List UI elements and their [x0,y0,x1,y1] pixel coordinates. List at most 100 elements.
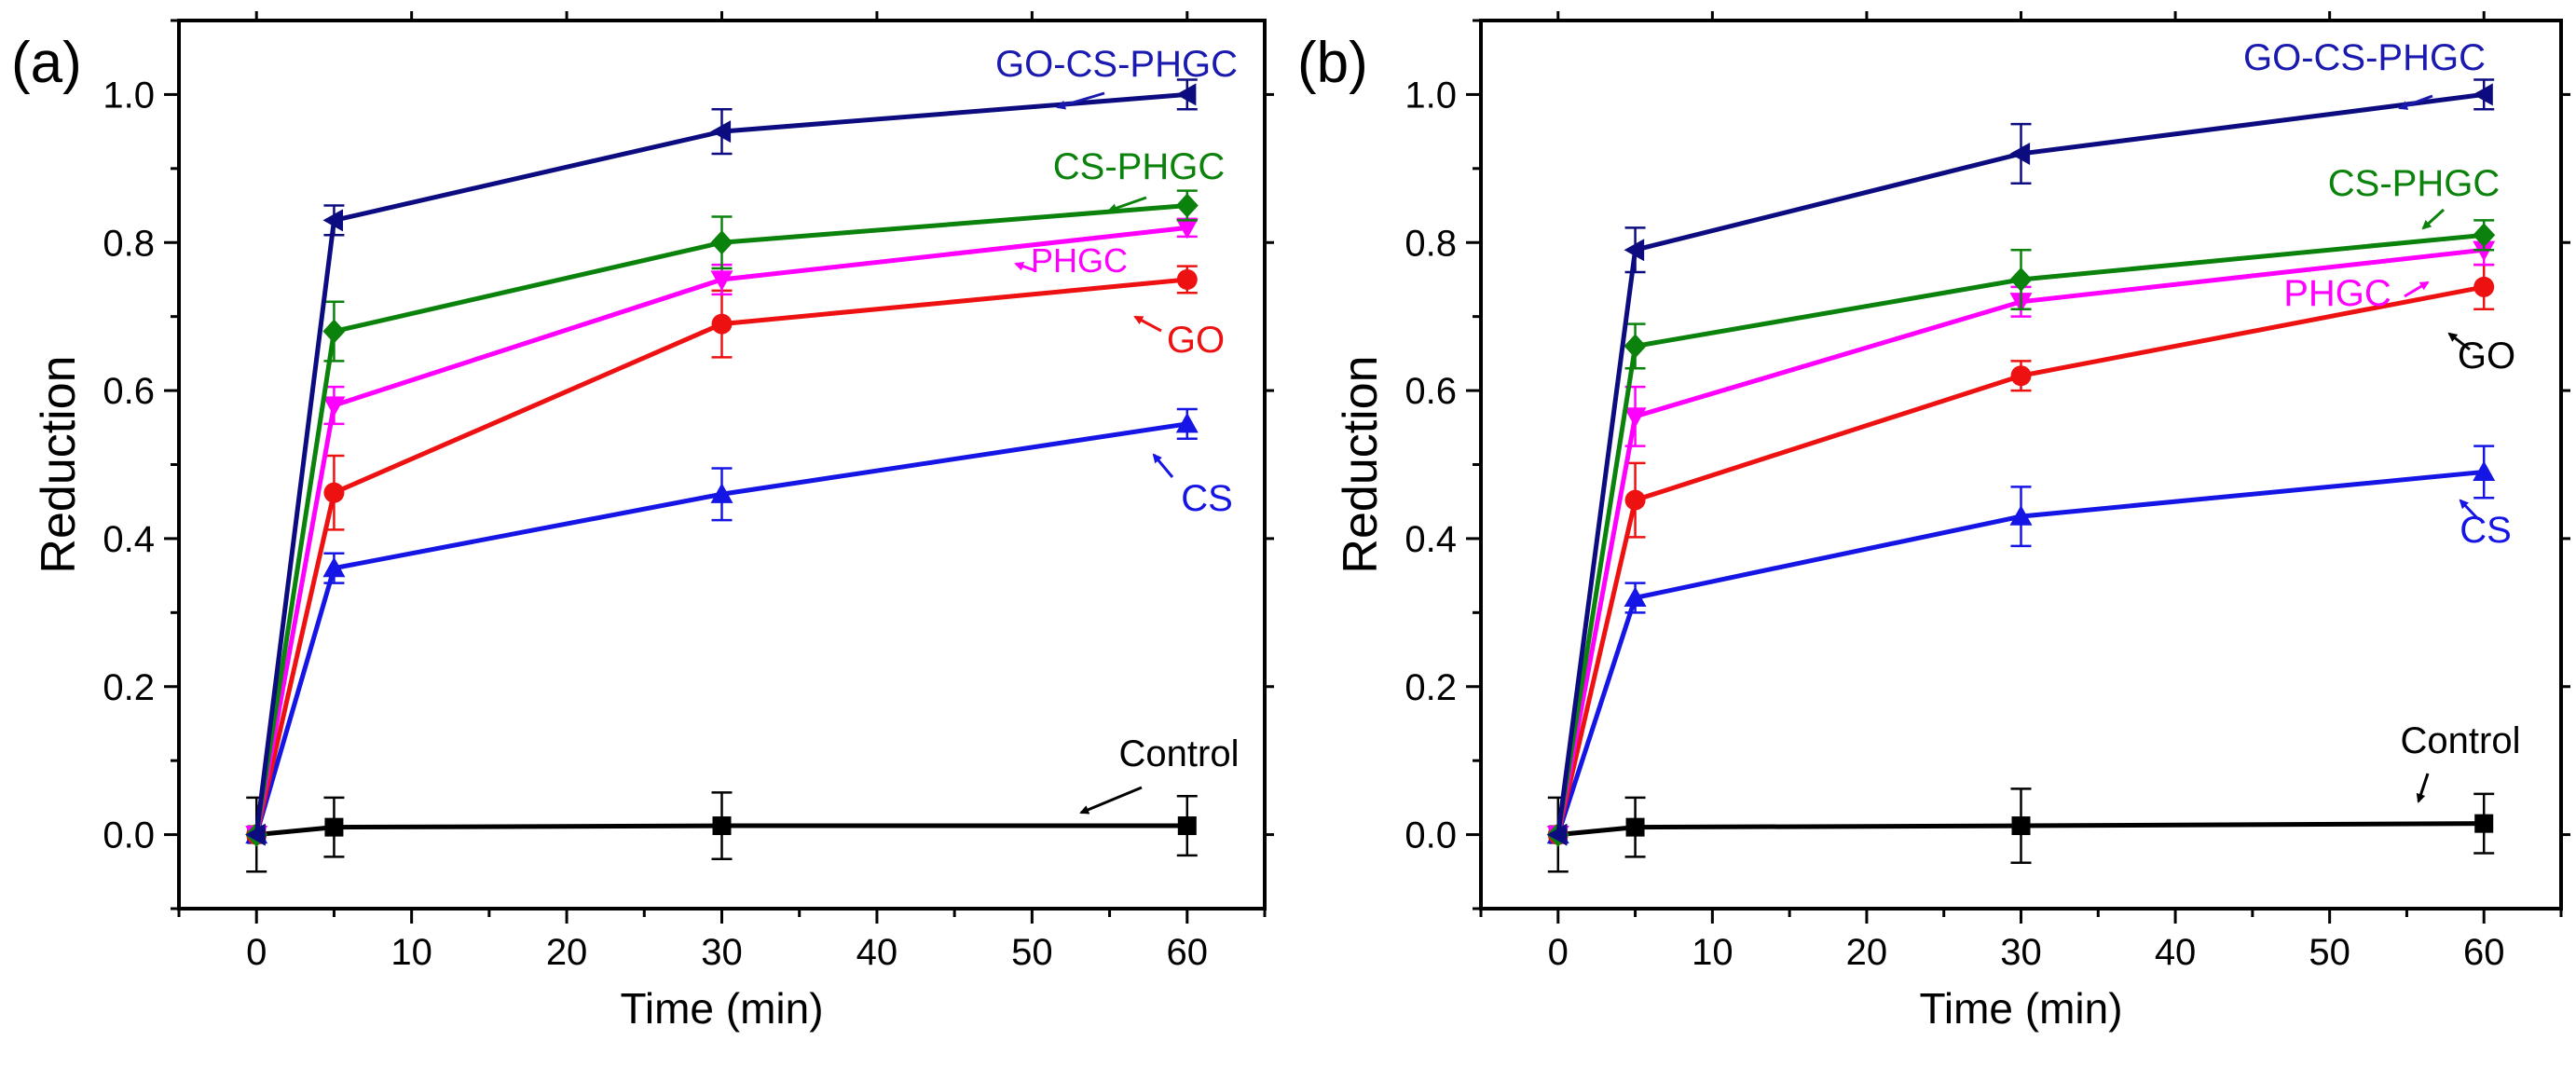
data-point [2010,365,2032,387]
data-point [2473,276,2495,297]
label-arrow [1079,786,1143,815]
data-point [2009,505,2033,526]
chart-panel-b: (b) 0 10 20 30 40 50 60 0.0 0.2 0.4 0.6 0.8 1.0 Time (… [1297,11,2570,1033]
series-label: GO-CS-PHGC [995,44,1238,85]
series-label: CS [2460,510,2512,551]
label-arrow [2404,281,2430,298]
series-label: GO [2458,335,2515,377]
series-line [1555,284,2485,836]
label-arrow [2398,94,2433,110]
label-arrow [2459,499,2479,520]
series-label: Control [2401,720,2521,761]
series-line [1555,91,2485,835]
data-point [710,120,732,144]
data-point [1175,193,1199,218]
series-label: GO [1167,320,1225,361]
y-tick-label: 1.0 [103,75,155,116]
data-point [1624,586,1647,608]
x-tick-label: 10 [391,932,432,973]
panel-label: (b) [1297,31,1368,95]
label-arrow [1056,91,1105,110]
series-line [253,421,1188,836]
y-tick-label: 0.2 [103,667,155,708]
chart-panel-a: (a) 0 10 20 30 40 50 60 0.0 0.2 0.4 0.6 0.8 1.0 Time (… [11,11,1274,1033]
series-line [255,823,1187,838]
y-tick-label: 0.4 [103,519,155,560]
y-tick-label: 1.0 [1404,75,1457,116]
series-control: Control [246,733,1240,873]
y-tick-label: 0.8 [103,223,155,264]
label-arrow [2447,332,2471,351]
x-axis-label: Time (min) [620,984,823,1033]
series-cs-phgc: CS-PHGC [1546,163,2500,847]
data-point [710,483,733,503]
data-point [245,823,266,846]
y-axis-label: Reduction [1334,355,1388,573]
y-tick-label: 0.0 [103,815,155,856]
series-label: PHGC [2283,273,2391,314]
label-arrow [1133,315,1162,333]
y-tick-label: 0.6 [1404,371,1457,412]
series-line [253,277,1188,836]
label-arrow [1107,196,1147,213]
series-line [253,91,1187,835]
series-line [1557,821,2485,838]
data-point [323,482,345,503]
series-line [1555,232,2485,835]
data-point [712,816,732,836]
series-go: GO [246,265,1225,845]
data-point [711,313,733,335]
data-point [2009,142,2031,165]
x-tick-label: 0 [1548,932,1569,973]
y-tick-label: 0.0 [1404,815,1457,856]
data-point [322,209,344,232]
data-point [2473,460,2496,482]
y-tick-label: 0.8 [1404,223,1457,264]
data-point [1175,412,1199,433]
series-label: GO-CS-PHGC [2243,37,2486,78]
data-point [1624,489,1646,511]
label-arrow [1152,453,1174,478]
x-tick-label: 20 [546,932,588,973]
y-tick-label: 0.6 [103,371,155,412]
data-point [322,319,346,344]
y-tick-label: 0.4 [1404,519,1457,560]
data-point [2473,223,2496,248]
series-phgc: PHGC [245,217,1199,846]
series-label: PHGC [1031,241,1128,280]
series-line [253,203,1187,835]
data-point [1546,823,1568,846]
series-label: Control [1119,733,1240,774]
data-point [710,230,733,255]
data-point [1624,334,1647,359]
x-tick-label: 40 [856,932,898,973]
y-axis-label: Reduction [32,355,86,573]
label-arrow [1014,261,1035,272]
data-point [2011,816,2031,836]
x-tick-label: 10 [1692,932,1733,973]
data-point [1624,239,1645,262]
data-point [1176,268,1198,290]
x-tick-label: 60 [1167,932,1209,973]
series-line [1555,469,2485,836]
series-cs-phgc: CS-PHGC [245,146,1225,847]
panel-label: (a) [11,31,82,95]
label-arrow [2416,773,2430,803]
x-tick-label: 60 [2463,932,2505,973]
x-tick-label: 30 [701,932,743,973]
data-point [322,396,346,417]
data-point [2009,267,2033,292]
x-tick-label: 40 [2155,932,2197,973]
data-point [1175,218,1199,240]
series-line [253,225,1188,836]
series-line [1555,247,2485,836]
x-axis-label: Time (min) [1919,984,2122,1033]
data-point [322,556,346,578]
series-label: CS-PHGC [1053,146,1225,187]
data-point [1625,817,1645,837]
data-point [2473,83,2493,106]
x-tick-label: 50 [1011,932,1053,973]
series-cs: CS [1546,445,2512,844]
data-point [1175,83,1197,106]
